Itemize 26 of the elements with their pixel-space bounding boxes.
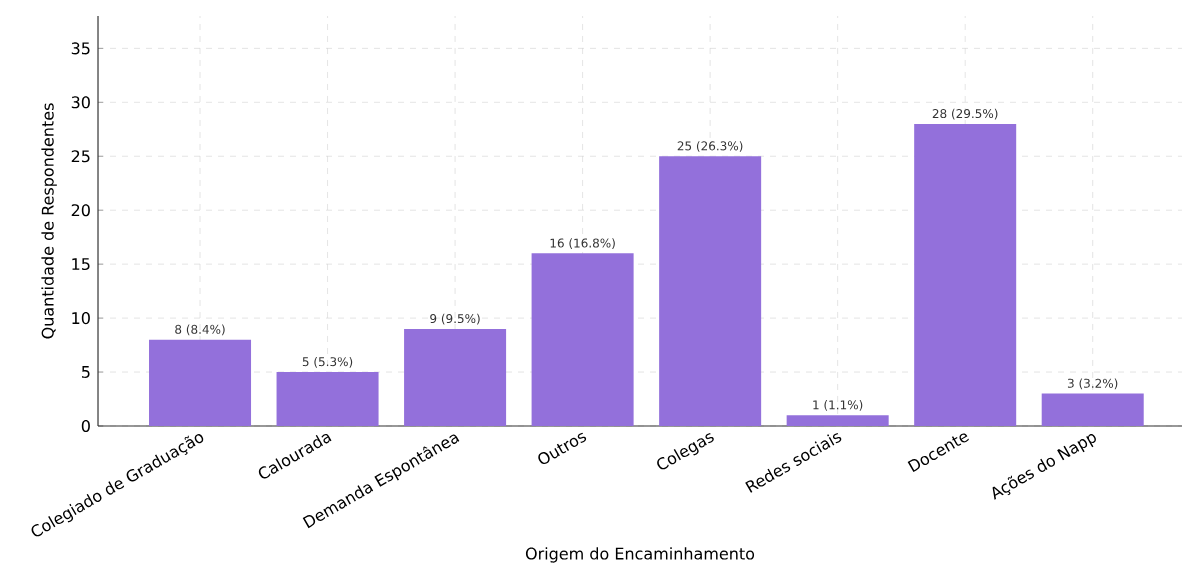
bar bbox=[404, 328, 507, 426]
data-label: 9 (9.5%) bbox=[430, 313, 480, 325]
x-axis-title: Origem do Encaminhamento bbox=[525, 547, 755, 563]
y-tick-label: 35 bbox=[71, 42, 90, 55]
bar bbox=[786, 415, 889, 426]
y-tick-label: 5 bbox=[81, 366, 90, 378]
y-tick-label: 30 bbox=[71, 96, 90, 109]
bar bbox=[1041, 393, 1144, 426]
y-tick-label: 25 bbox=[71, 150, 90, 163]
data-label: 5 (5.3%) bbox=[302, 356, 353, 368]
bar bbox=[276, 372, 379, 426]
bar bbox=[531, 253, 634, 426]
data-label: 28 (29.5%) bbox=[932, 108, 998, 120]
bar bbox=[914, 123, 1017, 426]
data-label: 1 (1.1%) bbox=[813, 400, 863, 411]
data-label: 8 (8.4%) bbox=[175, 324, 225, 336]
data-label: 25 (26.3%) bbox=[677, 141, 743, 152]
data-label: 16 (16.8%) bbox=[550, 238, 615, 249]
y-tick-label: 20 bbox=[71, 204, 90, 217]
data-label: 3 (3.2%) bbox=[1067, 378, 1118, 390]
y-tick-label: 10 bbox=[72, 312, 90, 325]
y-tick-label: 0 bbox=[81, 419, 90, 433]
bar bbox=[149, 339, 252, 426]
y-tick-label: 15 bbox=[72, 258, 90, 271]
y-axis-title: Quantidade de Respondentes bbox=[41, 103, 57, 339]
bar bbox=[659, 156, 762, 426]
